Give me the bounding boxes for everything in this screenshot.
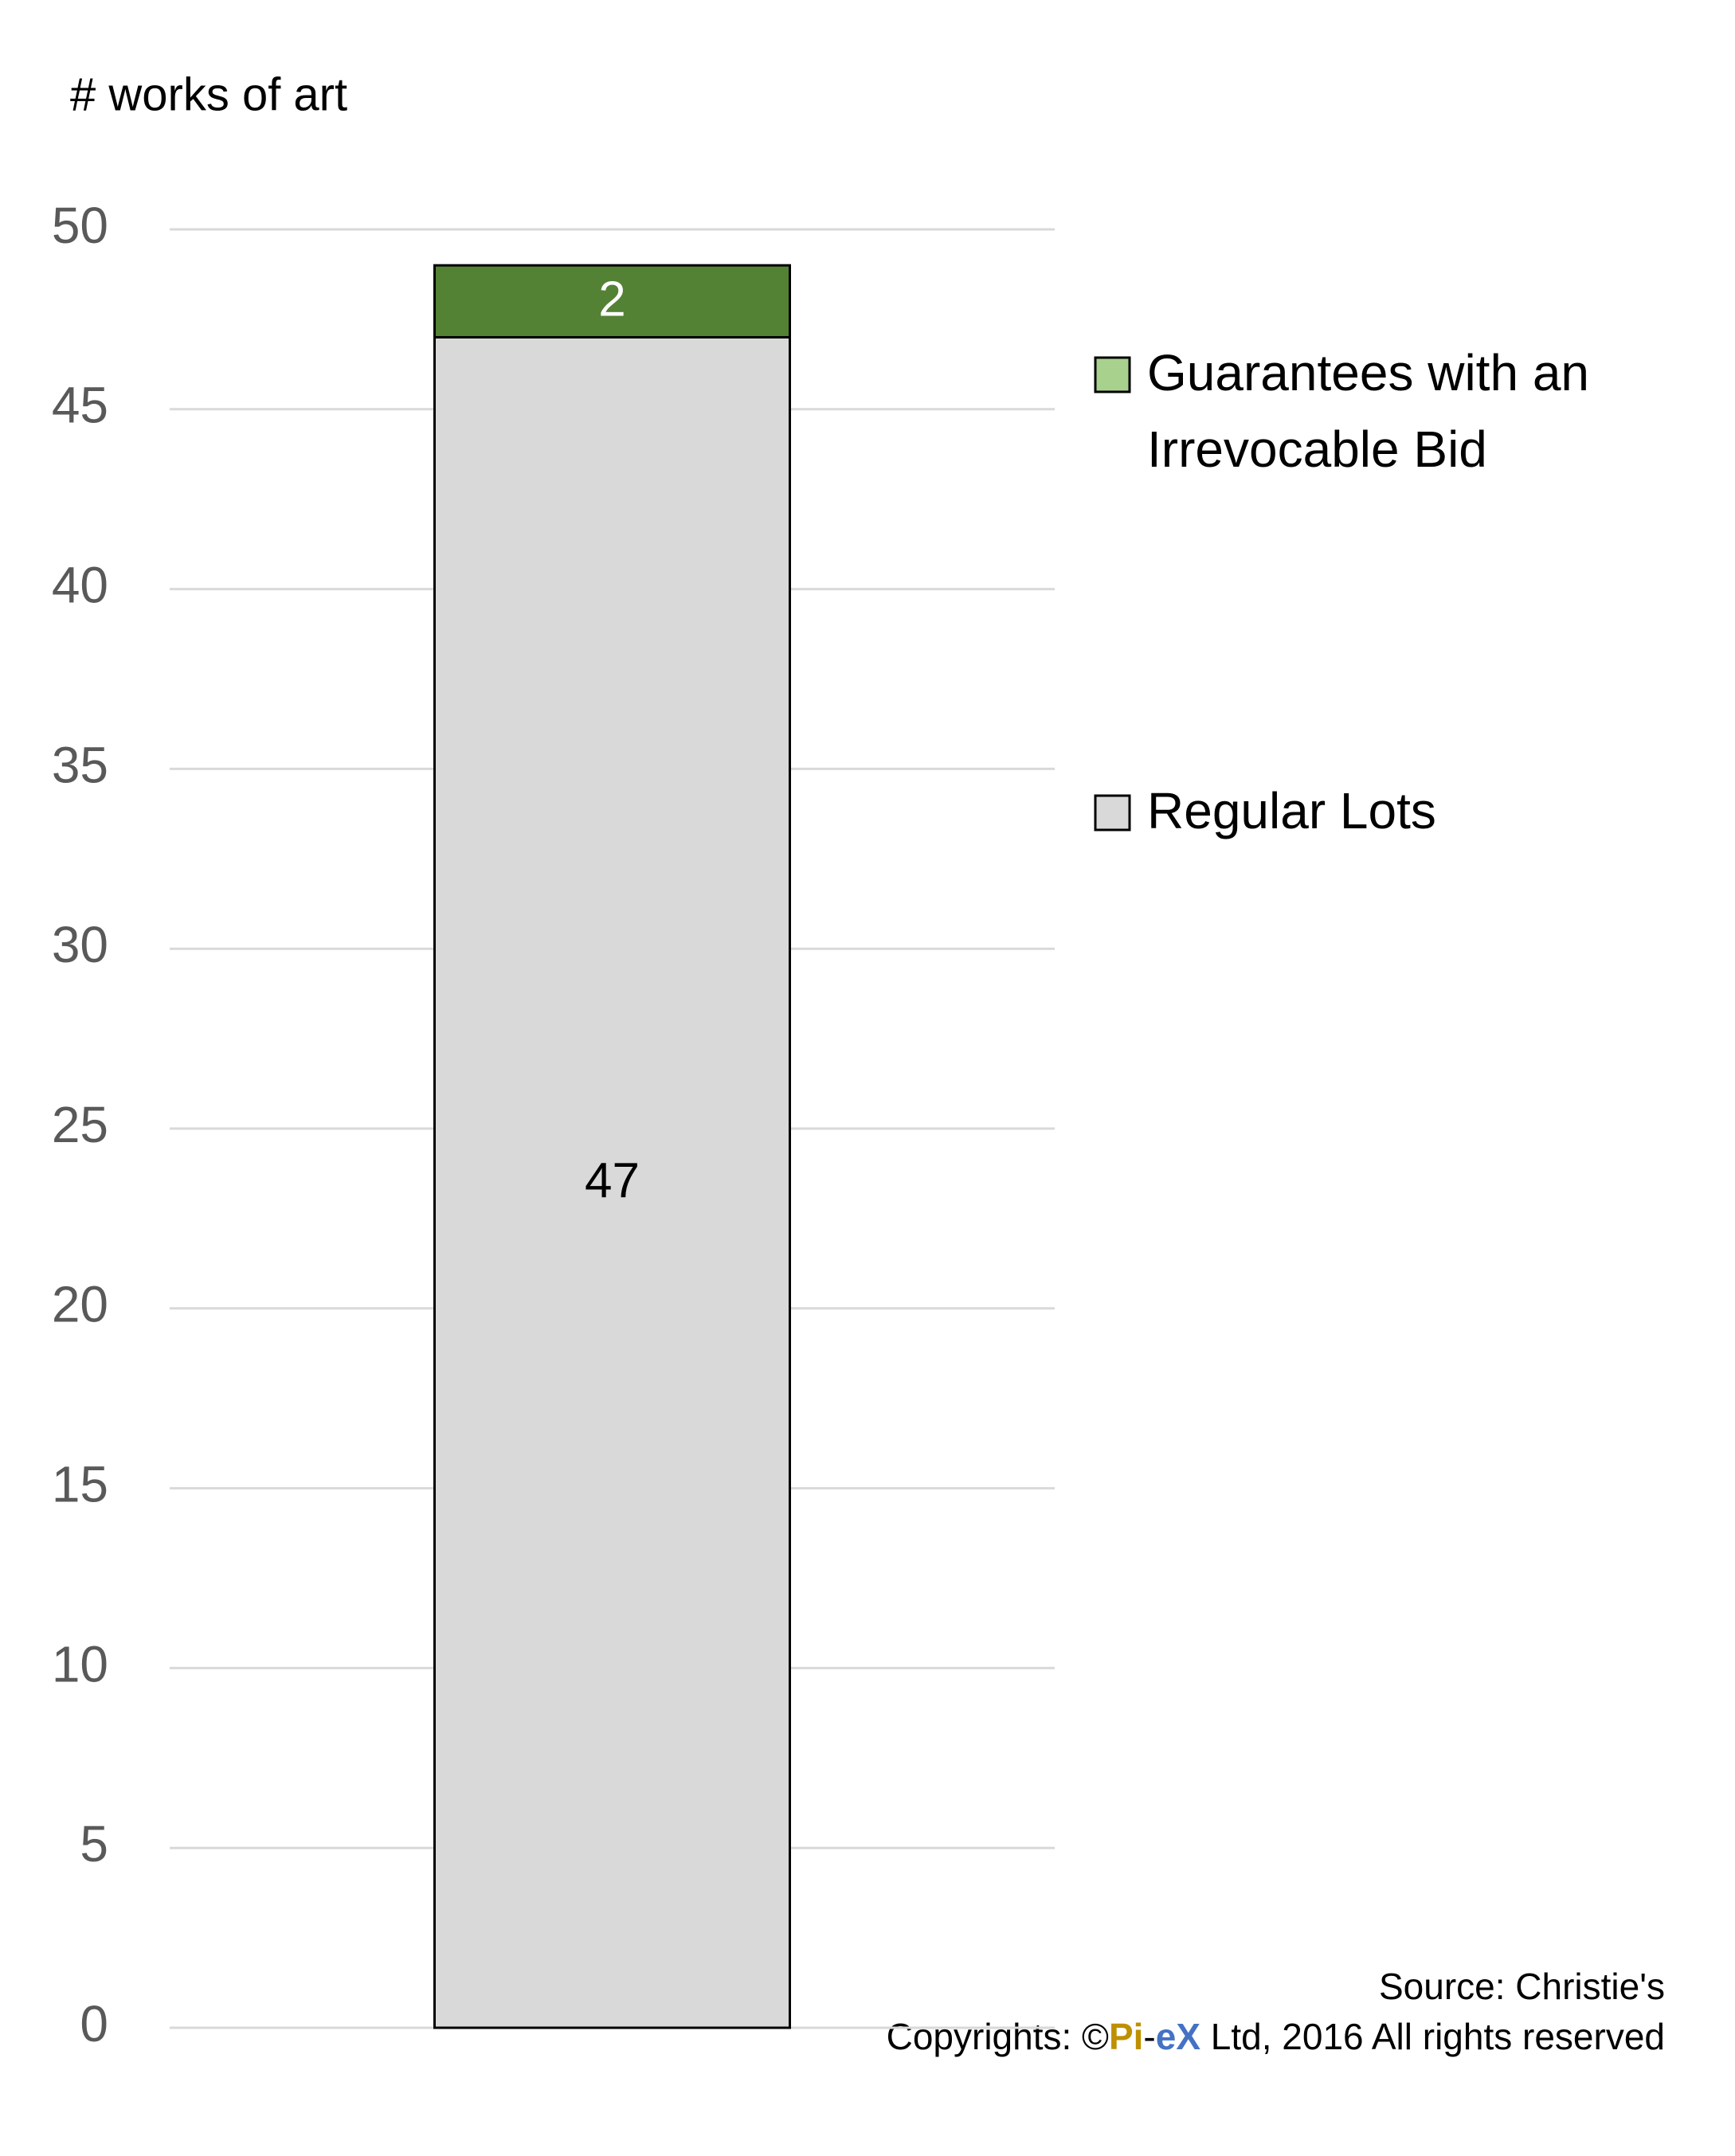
y-tick-label: 20 — [52, 1276, 108, 1333]
copyright-part: Pi — [1109, 2016, 1143, 2057]
y-tick-label: 25 — [52, 1096, 108, 1153]
y-tick-label: 10 — [52, 1635, 108, 1692]
y-tick-label: 40 — [52, 557, 108, 614]
legend-swatch — [1094, 356, 1131, 393]
source: Source: Christie's — [1379, 1966, 1665, 2007]
y-tick-label: 45 — [52, 377, 108, 434]
y-tick-label: 50 — [52, 197, 108, 254]
y-tick-label: 30 — [52, 916, 108, 973]
bar-segment — [433, 264, 791, 338]
legend-line: Guarantees with an — [1147, 344, 1589, 401]
copyright-part: Ltd, 2016 All rights reserved — [1200, 2016, 1665, 2057]
legend-line: Irrevocable Bid — [1147, 421, 1487, 478]
y-tick-label: 5 — [80, 1815, 108, 1872]
copyright-part: eX — [1156, 2016, 1201, 2057]
y-axis-title: # works of art — [70, 68, 347, 120]
legend-line: Regular Lots — [1147, 782, 1436, 839]
legend-swatch — [1094, 794, 1131, 831]
data-label: 47 — [585, 1153, 640, 1208]
bar-segment — [433, 335, 791, 2029]
y-tick-label: 0 — [80, 1995, 108, 2052]
y-tick-label: 15 — [52, 1456, 108, 1513]
copyright-part: - — [1143, 2016, 1155, 2057]
y-tick-label: 35 — [52, 736, 108, 793]
legend-label: Regular Lots — [1147, 782, 1436, 839]
copyright-part: Copyrights: © — [887, 2016, 1109, 2057]
copyright: Copyrights: ©Pi-eX Ltd, 2016 All rights … — [887, 2016, 1665, 2057]
data-label: 2 — [598, 272, 625, 327]
legend-label: Guarantees with an Irrevocable Bid — [1147, 344, 1589, 478]
